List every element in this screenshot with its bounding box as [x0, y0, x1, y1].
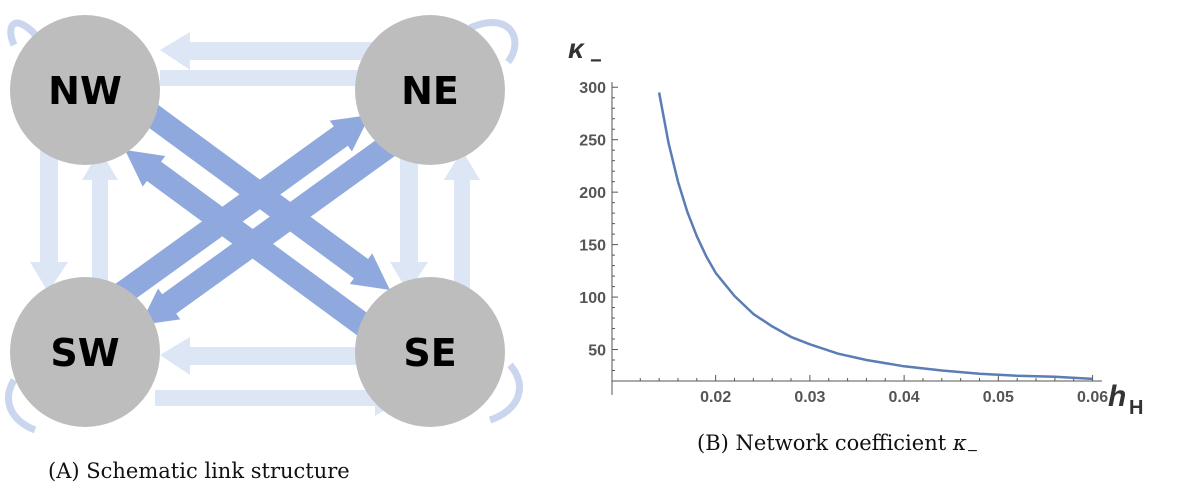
x-tick-label: 0.03: [794, 389, 825, 406]
self-loop-nw: [7, 19, 43, 47]
node-nw-label: NW: [48, 69, 122, 113]
x-axis-label-sub: H: [1129, 397, 1143, 419]
y-axis-label-sub: −: [590, 50, 602, 72]
y-tick-label: 150: [579, 238, 606, 255]
diagonal-arrow-ne-to-sw: [91, 115, 370, 321]
x-tick-label: 0.05: [983, 389, 1014, 406]
node-se-label: SE: [403, 331, 456, 375]
caption-b: (B) Network coefficient κ−: [697, 431, 978, 459]
diagonal-links: [91, 82, 419, 358]
y-axis-label: κ: [568, 33, 585, 64]
diagonal-arrow-sw-to-ne: [140, 119, 419, 325]
node-sw-label: SW: [50, 331, 119, 375]
y-tick-label: 250: [579, 133, 606, 150]
side-links: [30, 32, 480, 416]
caption-b-kappa: κ: [952, 431, 967, 455]
caption-a-label: (A): [48, 459, 80, 483]
caption-a: (A) Schematic link structure: [48, 459, 350, 483]
side-arrow-se-to-sw: [160, 337, 385, 375]
node-se-circle: [355, 277, 505, 427]
node-ne: NE: [355, 15, 505, 165]
caption-b-kappa-sub: −: [966, 443, 979, 460]
caption-b-math: κ−: [952, 431, 979, 459]
node-nw: NW: [10, 15, 160, 165]
node-sw: SW: [10, 277, 160, 427]
self-loop-ne: [468, 19, 519, 65]
side-arrow-sw-to-nw: [82, 150, 118, 290]
side-arrow-sw-to-se: [155, 380, 405, 416]
x-tick-label: 0.04: [889, 389, 920, 406]
node-sw-circle: [10, 277, 160, 427]
self-loop-sw: [5, 378, 37, 434]
x-axis-label: h: [1108, 380, 1126, 413]
node-nw-circle: [10, 15, 160, 165]
self-loops: [5, 19, 523, 434]
node-ne-label: NE: [401, 69, 459, 113]
side-arrow-se-to-ne: [444, 150, 480, 290]
side-arrow-ne-to-se: [390, 150, 428, 292]
self-loop-se: [488, 362, 523, 424]
y-tick-label: 200: [579, 185, 606, 202]
y-tick-label: 300: [579, 80, 606, 97]
caption-a-text: Schematic link structure: [86, 459, 350, 483]
y-tick-label: 50: [588, 343, 606, 360]
side-arrow-nw-to-sw: [30, 150, 68, 292]
caption-b-text: Network coefficient: [735, 431, 947, 455]
side-arrow-nw-to-ne: [160, 60, 400, 96]
node-ne-circle: [355, 15, 505, 165]
diagonal-arrow-se-to-nw: [125, 150, 403, 358]
link-structure-diagram: NW NE SW SE: [5, 15, 523, 434]
side-arrow-ne-to-nw: [160, 32, 385, 70]
caption-b-label: (B): [697, 431, 729, 455]
node-se: SE: [355, 277, 505, 427]
y-tick-label: 100: [579, 290, 606, 307]
plot-layer: 0.02 0.03 0.04 0.05 0.06 50 100 150 200 250 300 κ − h…: [568, 33, 1143, 419]
kappa-curve: [657, 92, 1093, 381]
x-tick-label: 0.06: [1077, 389, 1108, 406]
x-tick-label: 0.02: [700, 389, 731, 406]
